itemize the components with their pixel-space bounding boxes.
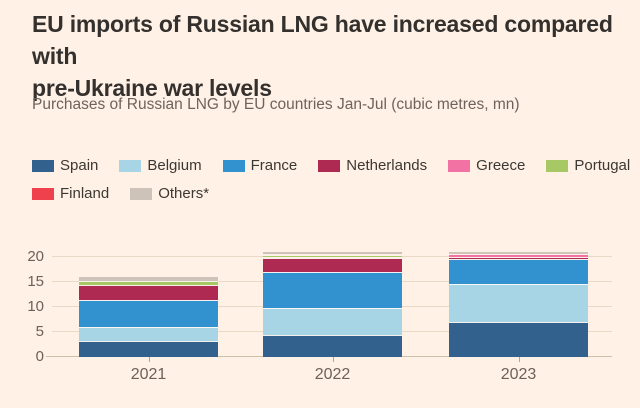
bar-2021 — [79, 277, 218, 357]
legend-item-portugal: Portugal — [546, 157, 630, 174]
bar-segment-france-2021 — [79, 299, 218, 327]
bar-segment-netherlands-2021 — [79, 284, 218, 300]
legend-label-others: Others* — [158, 185, 210, 202]
legend-label-france: France — [250, 157, 298, 174]
legend-label-greece: Greece — [476, 157, 526, 174]
x-axis-tick-2021 — [148, 357, 150, 362]
bar-segment-belgium-2022 — [263, 308, 402, 335]
y-axis-label-0: 0 — [35, 348, 44, 365]
y-axis-label-5: 5 — [35, 323, 44, 340]
legend-row-1: Spain Belgium France Netherlands Greece Portu… — [32, 155, 630, 176]
legend-row-2: Finland Others* — [32, 183, 622, 204]
legend-swatch-france — [222, 159, 245, 172]
bar-segment-belgium-2021 — [79, 326, 218, 341]
x-axis-label-2021: 2021 — [130, 366, 167, 383]
bar-2022 — [263, 251, 402, 357]
bar-segment-spain-2022 — [263, 334, 402, 357]
bar-segment-france-2023 — [449, 259, 588, 284]
legend-item-finland: Finland — [32, 185, 109, 202]
y-axis-label-15: 15 — [27, 273, 44, 290]
page-title-line1: EU imports of Russian LNG have increased… — [32, 11, 613, 69]
legend-swatch-belgium — [119, 159, 142, 172]
legend-label-spain: Spain — [60, 157, 99, 174]
x-axis-tick-2022 — [332, 357, 334, 362]
bar-2023 — [449, 252, 588, 357]
legend-swatch-finland — [32, 187, 54, 200]
y-axis-label-20: 20 — [27, 248, 44, 265]
legend-swatch-greece — [448, 159, 471, 172]
bar-segment-france-2022 — [263, 271, 402, 308]
bar-segment-others-2021 — [79, 277, 218, 281]
bar-segment-netherlands-2023 — [449, 257, 588, 259]
bar-segment-portugal-2021 — [79, 280, 218, 285]
legend-label-netherlands: Netherlands — [346, 157, 428, 174]
y-axis-label-10: 10 — [27, 298, 44, 315]
legend-label-belgium: Belgium — [147, 157, 202, 174]
bar-segment-greece-2022 — [263, 256, 402, 258]
bar-segment-finland-2022 — [263, 254, 402, 255]
bar-segment-spain-2021 — [79, 340, 218, 357]
legend: Spain Belgium France Netherlands Greece Portu… — [32, 155, 630, 211]
bar-segment-spain-2023 — [449, 322, 588, 357]
legend-swatch-netherlands — [318, 159, 341, 172]
x-axis-label-2022: 2022 — [314, 366, 351, 383]
legend-item-belgium: Belgium — [119, 157, 202, 174]
bar-segment-belgium-2023 — [449, 283, 588, 322]
bar-segment-netherlands-2022 — [263, 258, 402, 272]
legend-item-spain: Spain — [32, 157, 98, 174]
legend-label-finland: Finland — [60, 185, 110, 202]
legend-swatch-spain — [32, 159, 54, 172]
legend-swatch-others — [130, 187, 153, 200]
chart-subtitle: Purchases of Russian LNG by EU countries… — [32, 96, 520, 113]
x-axis-tick-2023 — [518, 357, 520, 362]
bar-segment-others-2023 — [449, 252, 588, 254]
bar-segment-others-2022 — [263, 251, 402, 254]
legend-item-netherlands: Netherlands — [318, 157, 427, 174]
bar-segment-greece-2023 — [449, 254, 588, 257]
page-title: EU imports of Russian LNG have increased… — [32, 8, 617, 104]
legend-label-portugal: Portugal — [574, 157, 631, 174]
bar-segment-portugal-2022 — [263, 255, 402, 257]
page-title-line2: pre-Ukraine war levels — [32, 75, 272, 101]
legend-item-greece: Greece — [448, 157, 525, 174]
legend-item-france: France — [222, 157, 298, 174]
legend-swatch-portugal — [546, 159, 569, 172]
legend-item-others: Others* — [130, 185, 209, 202]
x-axis-label-2023: 2023 — [500, 366, 537, 383]
